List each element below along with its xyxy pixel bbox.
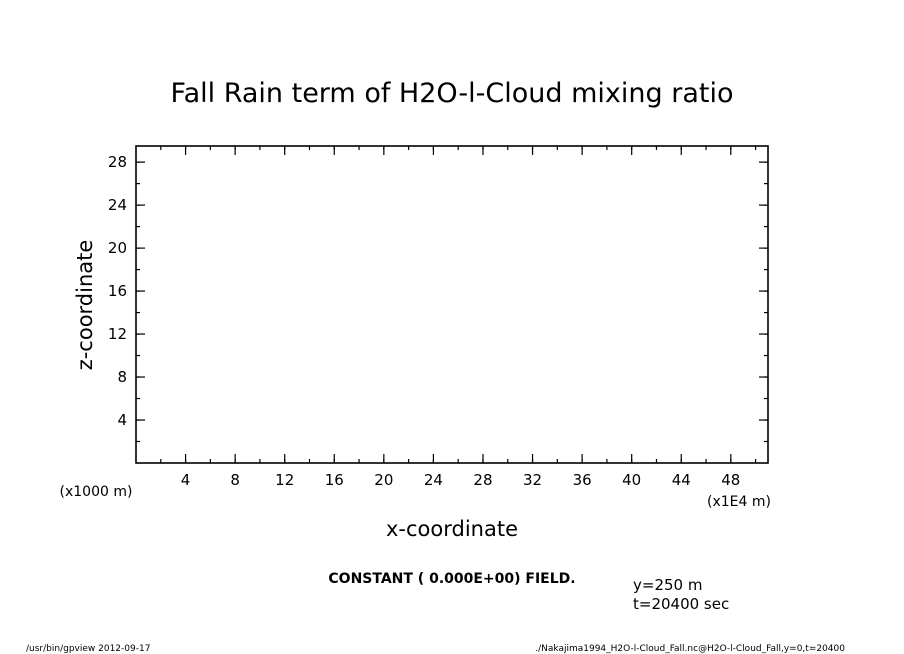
x-tick-label: 4 bbox=[181, 471, 191, 489]
y-axis-ticks: 4 8 12 16 20 24 28 bbox=[108, 153, 768, 443]
y-tick-label: 20 bbox=[108, 239, 127, 257]
annotation-t: t=20400 sec bbox=[633, 595, 729, 613]
y-tick-label: 4 bbox=[117, 411, 127, 429]
y-tick-label: 16 bbox=[108, 282, 127, 300]
x-tick-label: 48 bbox=[721, 471, 740, 489]
x-axis-label: x-coordinate bbox=[386, 517, 518, 541]
y-axis-unit: (x1000 m) bbox=[60, 484, 133, 500]
field-note: CONSTANT ( 0.000E+00) FIELD. bbox=[328, 571, 575, 587]
x-tick-label: 8 bbox=[230, 471, 240, 489]
x-tick-label: 32 bbox=[523, 471, 542, 489]
chart-title: Fall Rain term of H2O-l-Cloud mixing rat… bbox=[171, 78, 734, 109]
x-tick-label: 24 bbox=[424, 471, 443, 489]
footer-right: ./Nakajima1994_H2O-l-Cloud_Fall.nc@H2O-l… bbox=[535, 644, 845, 654]
x-axis-ticks: 4 8 12 16 20 24 28 32 36 40 44 48 bbox=[160, 146, 757, 489]
x-tick-label: 28 bbox=[473, 471, 492, 489]
x-tick-label: 16 bbox=[325, 471, 344, 489]
y-axis-label: z-coordinate bbox=[73, 240, 97, 371]
plot-frame bbox=[135, 145, 769, 464]
y-tick-label: 28 bbox=[108, 153, 127, 171]
annotation-y: y=250 m bbox=[633, 576, 702, 594]
footer-left: /usr/bin/gpview 2012-09-17 bbox=[26, 644, 150, 654]
y-tick-label: 12 bbox=[108, 325, 127, 343]
x-axis-unit: (x1E4 m) bbox=[707, 494, 771, 510]
x-tick-label: 12 bbox=[275, 471, 294, 489]
x-tick-label: 36 bbox=[573, 471, 592, 489]
x-tick-label: 40 bbox=[622, 471, 641, 489]
x-tick-label: 20 bbox=[374, 471, 393, 489]
y-tick-label: 8 bbox=[117, 368, 127, 386]
x-tick-label: 44 bbox=[672, 471, 691, 489]
y-tick-label: 24 bbox=[108, 196, 127, 214]
